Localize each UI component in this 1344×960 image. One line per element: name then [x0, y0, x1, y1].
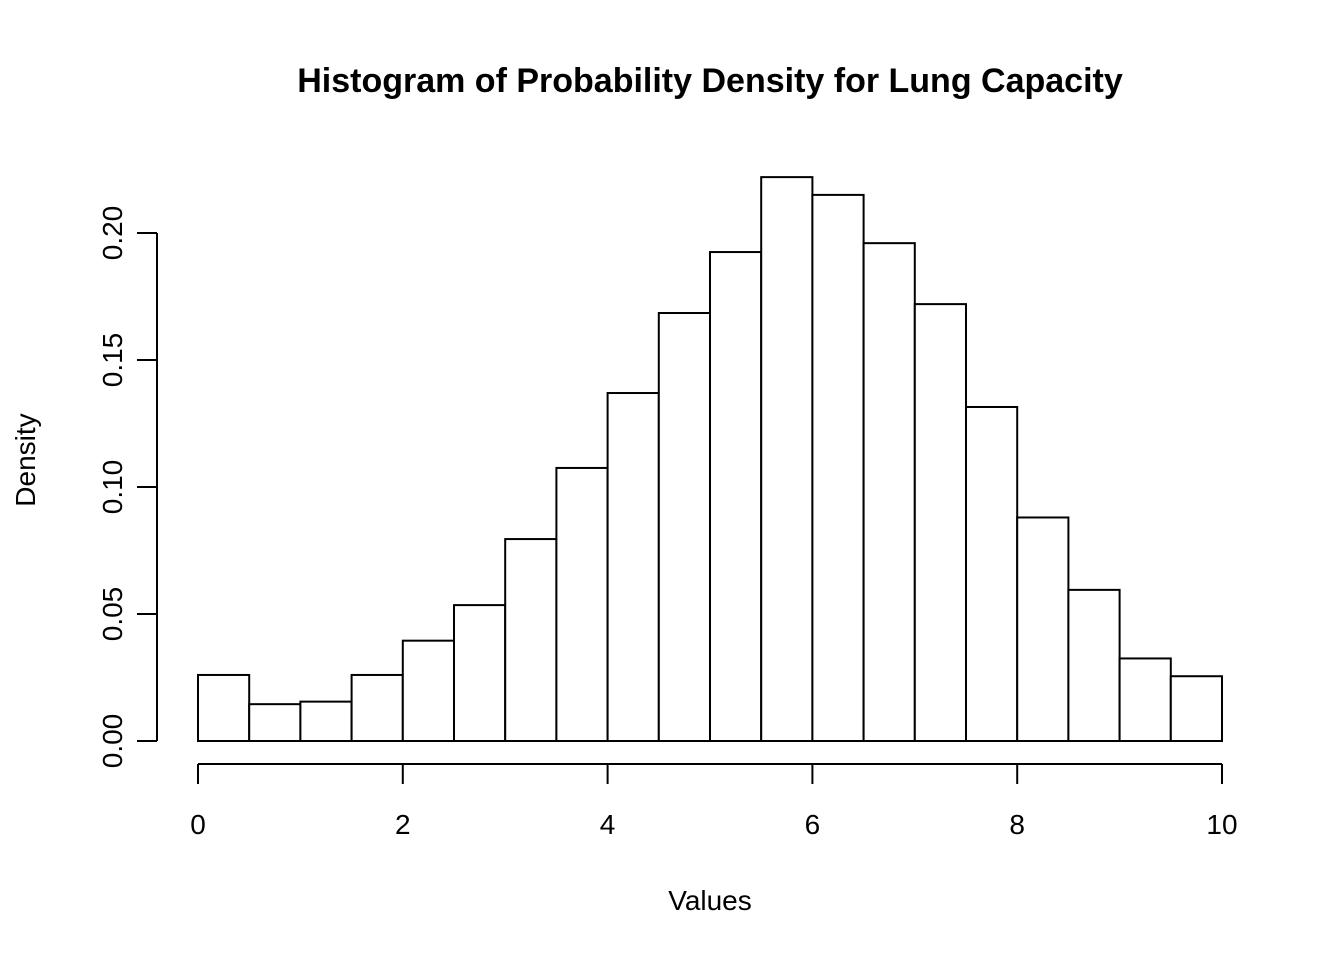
histogram-bar: [555, 466, 609, 742]
y-tick-label: 0.05: [97, 587, 128, 642]
y-tick-label: 0.15: [97, 333, 128, 388]
x-tick-label: 6: [805, 809, 821, 840]
histogram-bar: [760, 176, 814, 742]
histogram-bar: [1169, 675, 1224, 742]
x-tick-label: 4: [600, 809, 616, 840]
histogram-bar: [657, 312, 711, 742]
histogram-bar: [965, 405, 1019, 742]
histogram-bar: [913, 303, 967, 742]
histogram-bar: [811, 193, 865, 742]
x-tick-label: 0: [190, 809, 206, 840]
y-tick-label: 0.00: [97, 714, 128, 769]
x-axis: 0 2 4 6 8 10: [190, 763, 1238, 840]
histogram-bar: [299, 700, 353, 743]
histogram-bar: [709, 251, 763, 743]
y-axis: 0.00 0.05 0.10 0.15 0.20: [97, 206, 158, 769]
histogram-bar: [1016, 516, 1070, 742]
x-tick-label: 8: [1009, 809, 1025, 840]
x-axis-label: Values: [668, 885, 752, 916]
histogram-bar: [862, 242, 916, 742]
histogram-bar: [350, 673, 404, 743]
y-axis-label: Density: [10, 413, 41, 506]
x-tick-label: 2: [395, 809, 411, 840]
histogram-bar: [606, 392, 660, 742]
chart-title: Histogram of Probability Density for Lun…: [297, 62, 1123, 100]
histogram-bar: [1118, 657, 1172, 743]
y-tick-label: 0.10: [97, 460, 128, 515]
histogram-bar: [248, 703, 302, 742]
histogram-bar: [504, 538, 558, 742]
histogram-bar: [197, 673, 251, 743]
bars-group: [197, 176, 1224, 743]
x-tick-label: 10: [1206, 809, 1237, 840]
y-tick-label: 0.20: [97, 206, 128, 261]
histogram-bar: [1067, 588, 1121, 742]
histogram-bar: [453, 604, 507, 742]
histogram-bar: [401, 639, 455, 742]
